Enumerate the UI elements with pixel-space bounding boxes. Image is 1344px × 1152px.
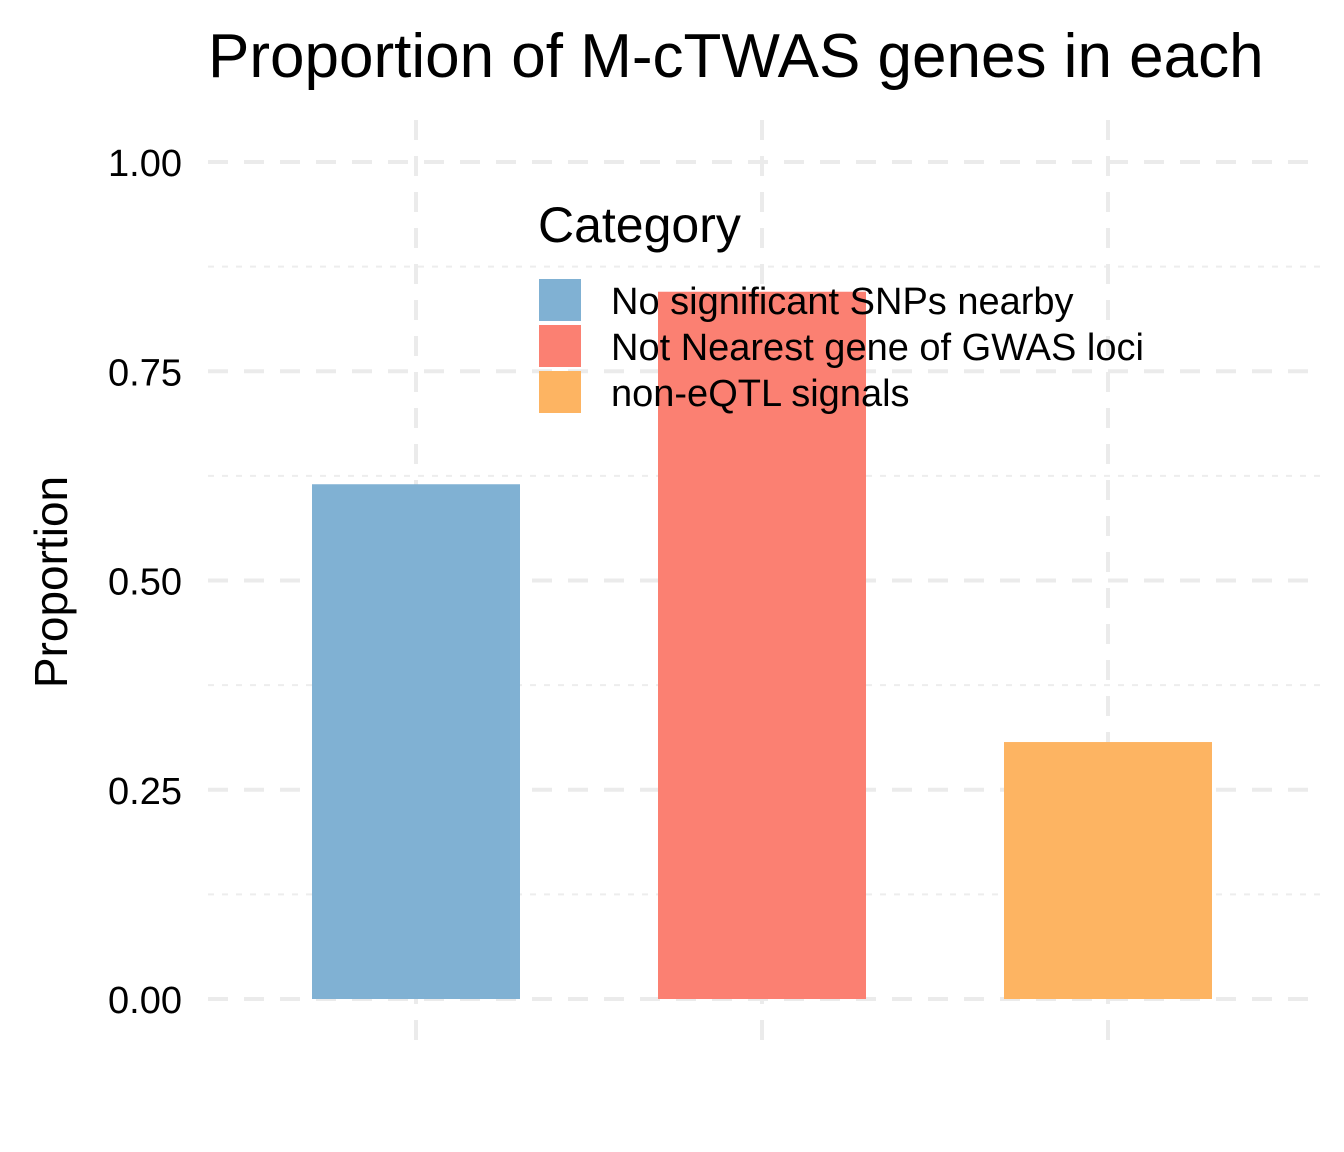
y-tick-label: 1.00 xyxy=(108,143,182,185)
bar-3 xyxy=(1004,742,1212,999)
y-axis-title: Proportion xyxy=(25,476,77,688)
legend-label-3: non-eQTL signals xyxy=(611,373,910,415)
legend-label-2: Not Nearest gene of GWAS loci xyxy=(611,327,1144,369)
chart-title: Proportion of M-cTWAS genes in each xyxy=(208,22,1264,91)
y-tick-label: 0.75 xyxy=(108,352,182,394)
y-tick-label: 0.00 xyxy=(108,980,182,1022)
legend-key-2 xyxy=(539,325,581,367)
legend-key-1 xyxy=(539,279,581,321)
bar-2 xyxy=(658,291,866,999)
bar-1 xyxy=(312,484,520,999)
y-tick-label: 0.50 xyxy=(108,562,182,604)
bars xyxy=(312,291,1212,999)
legend-key-3 xyxy=(539,371,581,413)
y-axis-ticks: 0.00 0.25 0.50 0.75 1.00 xyxy=(108,143,182,1022)
legend-label-1: No significant SNPs nearby xyxy=(611,281,1074,323)
y-tick-label: 0.25 xyxy=(108,771,182,813)
legend-title: Category xyxy=(538,197,741,253)
